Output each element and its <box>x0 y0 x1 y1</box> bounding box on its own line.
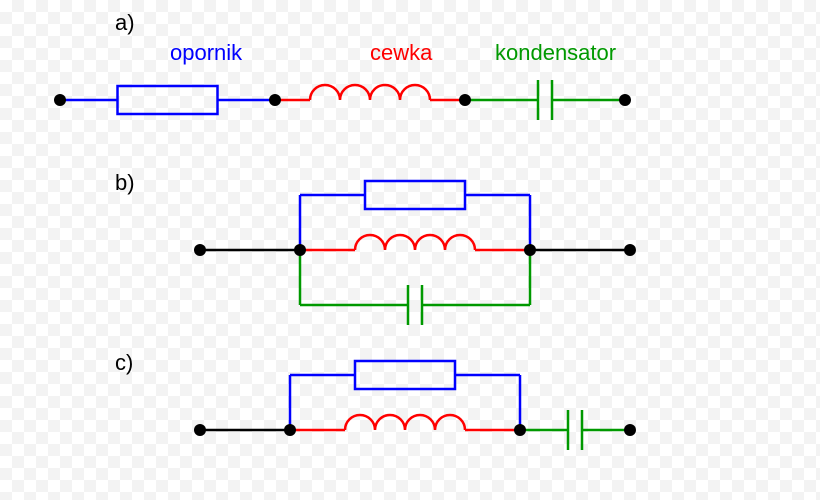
inductor-symbol <box>310 85 430 100</box>
section-label-a: a) <box>115 10 135 35</box>
resistor-symbol <box>355 361 455 389</box>
circuit-node <box>624 424 636 436</box>
circuit-node <box>269 94 281 106</box>
resistor-symbol <box>118 86 218 114</box>
resistor-symbol <box>365 181 465 209</box>
circuit-node <box>54 94 66 106</box>
inductor-label: cewka <box>370 40 433 65</box>
circuit-node <box>619 94 631 106</box>
circuit-node <box>294 244 306 256</box>
inductor-symbol <box>345 415 465 430</box>
capacitor-label: kondensator <box>495 40 616 65</box>
circuit-node <box>514 424 526 436</box>
inductor-symbol <box>355 235 475 250</box>
circuit-node <box>194 244 206 256</box>
circuit-node <box>194 424 206 436</box>
circuit-node <box>284 424 296 436</box>
circuit-node <box>459 94 471 106</box>
section-label-b: b) <box>115 170 135 195</box>
resistor-label: opornik <box>170 40 243 65</box>
section-label-c: c) <box>115 350 133 375</box>
circuit-node <box>524 244 536 256</box>
circuit-diagram: a) opornik cewka kondensator b) c) <box>0 0 820 500</box>
circuit-node <box>624 244 636 256</box>
